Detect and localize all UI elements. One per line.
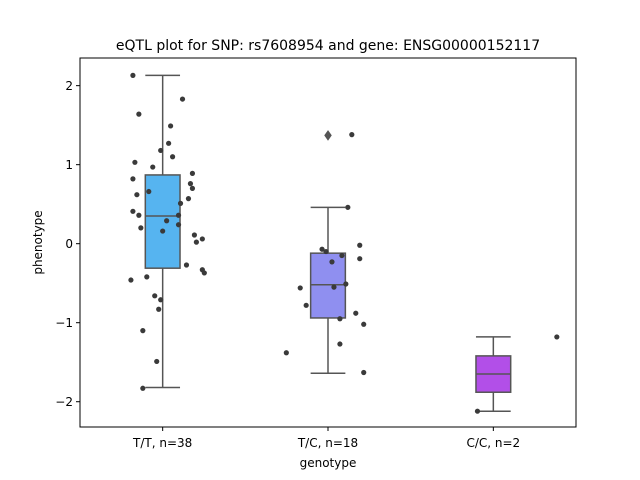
y-tick-label: 1 xyxy=(65,158,73,172)
data-point xyxy=(193,239,199,245)
x-tick-label: T/C, n=18 xyxy=(297,436,358,450)
data-point xyxy=(185,196,192,202)
x-axis-label: genotype xyxy=(300,456,357,470)
data-point xyxy=(349,132,355,138)
data-point xyxy=(187,181,194,187)
data-point xyxy=(361,369,367,376)
outlier-marker xyxy=(324,130,332,141)
data-point xyxy=(150,164,156,170)
data-point xyxy=(345,204,351,210)
data-point xyxy=(168,123,174,129)
data-point xyxy=(128,277,134,283)
box-iqr xyxy=(144,174,181,269)
data-point xyxy=(357,256,363,262)
data-point xyxy=(554,334,560,340)
data-point xyxy=(199,236,205,242)
data-point xyxy=(160,228,166,234)
data-point xyxy=(144,274,150,280)
x-tick-label: T/T, n=38 xyxy=(132,436,192,450)
data-point xyxy=(323,248,329,255)
y-tick-label: −2 xyxy=(55,395,73,409)
data-point xyxy=(331,284,337,290)
data-point xyxy=(283,350,289,356)
data-point xyxy=(158,147,164,154)
data-point xyxy=(132,159,138,165)
data-point xyxy=(329,259,335,265)
data-point xyxy=(152,293,158,299)
y-tick-label: 0 xyxy=(65,237,73,251)
data-point xyxy=(175,212,182,218)
data-point xyxy=(130,208,136,214)
data-point xyxy=(337,341,343,347)
y-axis-label: phenotype xyxy=(31,210,45,274)
data-point xyxy=(339,252,345,259)
data-point xyxy=(353,310,359,316)
data-point xyxy=(134,192,140,198)
data-point xyxy=(130,72,136,78)
data-point xyxy=(191,232,198,238)
data-point xyxy=(140,328,146,334)
data-point xyxy=(183,262,190,268)
data-point xyxy=(166,140,172,146)
x-tick-label: C/C, n=2 xyxy=(466,436,520,450)
data-point xyxy=(189,185,196,191)
data-point xyxy=(140,385,146,391)
data-point xyxy=(158,297,164,303)
y-tick-label: 2 xyxy=(65,79,73,93)
y-tick-label: −1 xyxy=(55,316,73,330)
data-point xyxy=(343,281,349,287)
data-point xyxy=(177,200,184,206)
data-point xyxy=(319,246,325,252)
data-point xyxy=(357,242,363,248)
chart-title: eQTL plot for SNP: rs7608954 and gene: E… xyxy=(116,38,540,54)
data-point xyxy=(201,270,207,276)
data-point xyxy=(361,321,367,327)
data-point xyxy=(138,225,144,231)
data-point xyxy=(154,358,160,365)
data-point xyxy=(146,188,152,195)
data-point xyxy=(136,212,142,218)
data-point xyxy=(297,285,303,291)
data-point xyxy=(179,96,186,102)
data-point xyxy=(156,306,162,312)
data-point xyxy=(169,154,176,160)
data-point xyxy=(130,176,136,182)
plot-area xyxy=(128,72,560,414)
data-point xyxy=(303,302,309,308)
data-point xyxy=(474,408,481,414)
data-point xyxy=(189,170,196,176)
data-point xyxy=(136,111,142,117)
box-iqr xyxy=(309,252,347,319)
data-point xyxy=(175,222,182,228)
data-point xyxy=(337,316,343,322)
data-point xyxy=(164,218,170,224)
